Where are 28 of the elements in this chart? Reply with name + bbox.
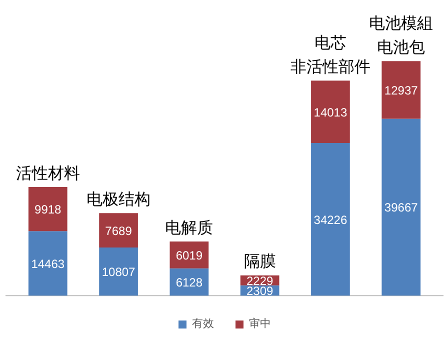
data-label: 6128 [176, 275, 203, 290]
bar [99, 247, 138, 296]
x-tick-label: 非活性部件 [290, 56, 370, 76]
text: 电芯 [314, 32, 346, 52]
x-tick-label: 隔膜 [244, 252, 276, 271]
data-label: 9918 [34, 202, 62, 217]
data-label: 14013 [314, 105, 348, 120]
bar [311, 80, 350, 144]
x-tick-label: 电极结构 [86, 189, 151, 208]
data-label: 12937 [384, 83, 418, 98]
data-label: 6019 [176, 248, 203, 262]
bar [99, 213, 138, 248]
bar [382, 118, 421, 296]
data-label: 7689 [105, 224, 132, 238]
legend-label: 审中 [249, 316, 271, 331]
bar [28, 231, 68, 296]
bar [382, 61, 421, 119]
data-label: 14463 [31, 256, 65, 271]
text: 电池模組 [369, 13, 434, 32]
x-tick-label: 电池包 [377, 37, 426, 56]
x-tick-label: 活性材料 [16, 163, 80, 182]
data-label: 39667 [384, 200, 418, 215]
bar [28, 186, 68, 232]
x-tick-label: 电解质 [165, 218, 214, 237]
bar [311, 143, 350, 296]
legend-label: 有效 [192, 317, 214, 331]
data-label: 34226 [314, 212, 348, 227]
data-label: 10807 [102, 265, 136, 280]
